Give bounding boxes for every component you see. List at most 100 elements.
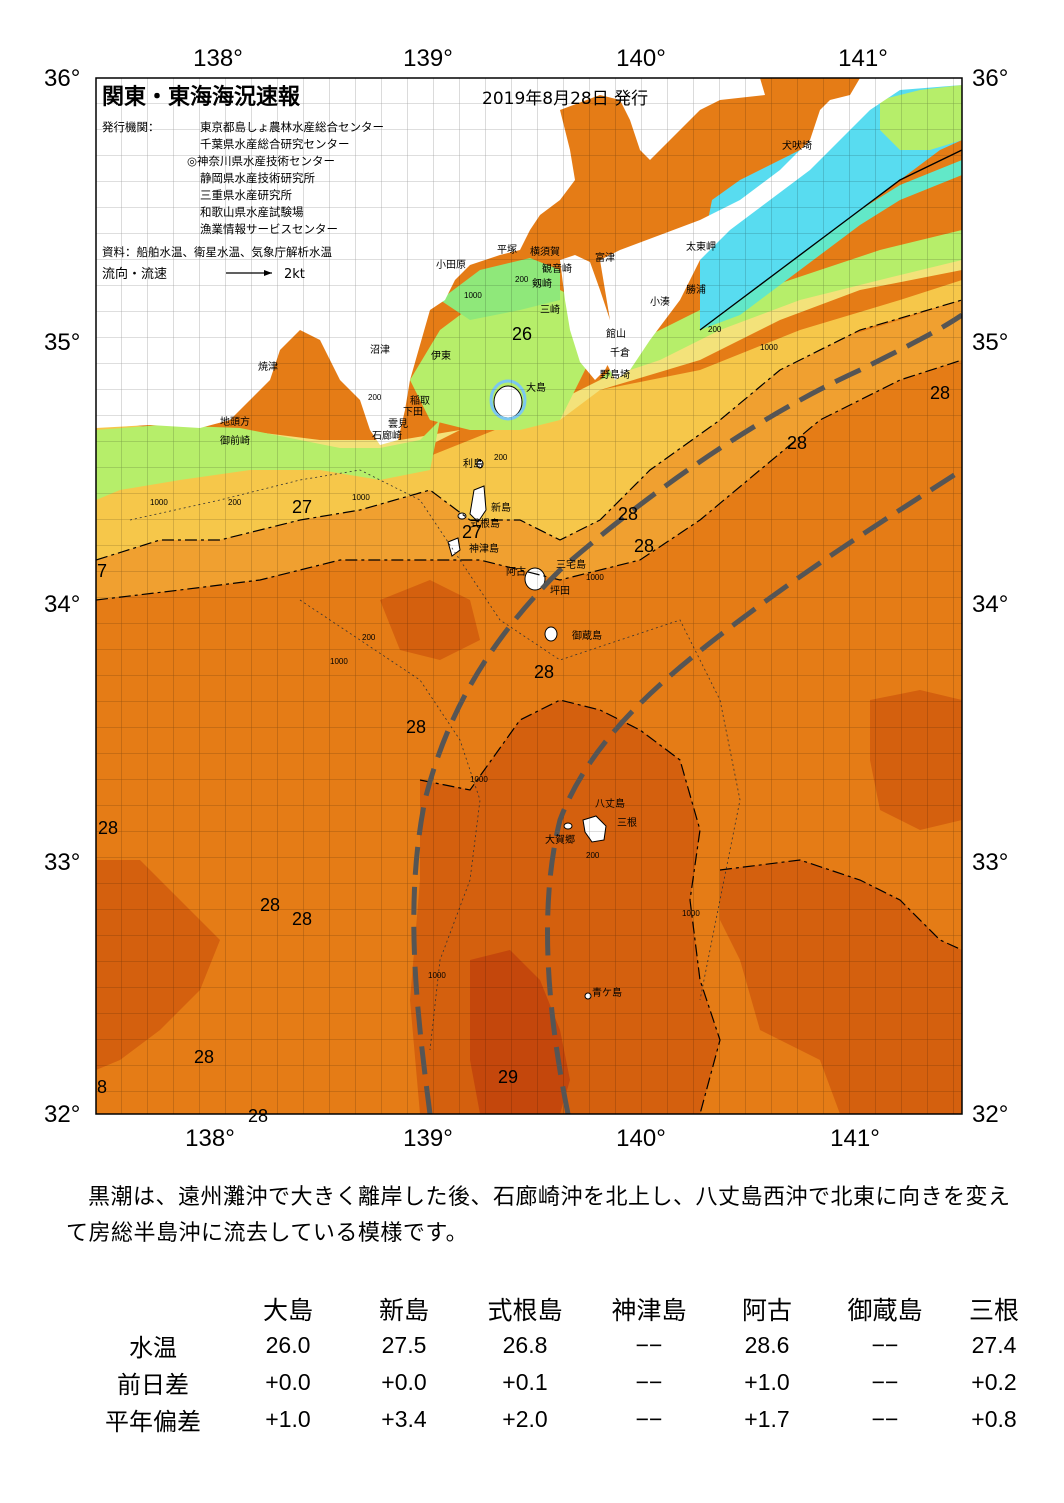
sea-surface — [96, 78, 962, 1114]
temp-label: 26 — [512, 324, 532, 344]
place-name: 三崎 — [540, 303, 560, 316]
lon-tick: 139° — [403, 45, 453, 72]
arrow-head-icon — [264, 270, 272, 276]
place-name: 三宅島 — [556, 558, 586, 571]
publisher: 静岡県水産技術研究所 — [200, 171, 315, 185]
place-name: 稲取 — [410, 395, 430, 407]
publisher: 東京都島しょ農林水産総合センター — [200, 120, 384, 134]
station-header: 三根 — [968, 1295, 1019, 1325]
station-header: 式根島 — [487, 1295, 563, 1325]
publisher: 和歌山県水産試験場 — [200, 205, 304, 219]
kuroshio-axis-inner — [411, 312, 962, 1114]
depth-label: 1000 — [682, 909, 700, 918]
depth-label: 1000 — [760, 343, 778, 352]
current-legend-scale: 2kt — [284, 267, 305, 282]
place-name: 大島 — [526, 381, 546, 394]
table-cell: +0.0 — [381, 1369, 427, 1395]
table-cell: +1.7 — [744, 1406, 790, 1432]
place-name: 地頭方 — [220, 415, 250, 428]
depth-label: 1000 — [428, 971, 446, 980]
table-cell: +0.2 — [971, 1369, 1017, 1395]
depth-label: 200 — [228, 498, 242, 507]
lat-tick: 32° — [44, 1101, 80, 1128]
table-cell: −− — [635, 1406, 663, 1432]
lon-tick: 141° — [838, 45, 888, 72]
temp-label: 28 — [248, 1106, 268, 1126]
place-name: 焼津 — [258, 361, 278, 373]
lon-tick: 140° — [616, 1125, 666, 1152]
publisher: 三重県水産研究所 — [200, 188, 292, 202]
lon-ticks-bottom: 138° 139° 140° 141° — [185, 1125, 880, 1152]
kuroshio-axis-outer — [545, 467, 962, 1114]
place-name: 御前崎 — [220, 434, 250, 447]
row-label: 水温 — [129, 1334, 177, 1362]
station-header: 大島 — [262, 1295, 313, 1325]
temperature-labels: 26 27 27 28 28 28 28 28 28 28 28 28 28 2… — [97, 324, 950, 1126]
publisher: 漁業情報サービスセンター — [200, 222, 338, 236]
summary-text: 黒潮は、遠州灘沖で大きく離岸した後、石廊崎沖を北上し、八丈島西沖で北東に向きを変… — [66, 1185, 1011, 1246]
current-legend-label: 流向・流速 — [102, 266, 167, 282]
kuroshio-summary: 黒潮は、遠州灘沖で大きく離岸した後、石廊崎沖を北上し、八丈島西沖で北東に向きを変… — [66, 1180, 1026, 1252]
depth-labels: 200 1000 200 1000 200 1000 200 1000 200 … — [150, 275, 778, 980]
table-cell: +1.0 — [265, 1406, 311, 1432]
table-cell: −− — [635, 1332, 663, 1358]
lon-tick: 138° — [193, 45, 243, 72]
temp-label: 29 — [498, 1067, 518, 1087]
place-name: 利島 — [463, 457, 483, 470]
place-name: 平塚 — [497, 244, 517, 256]
depth-label: 1000 — [586, 573, 604, 582]
place-name: 下田 — [403, 407, 423, 418]
temp-label: 8 — [97, 1077, 107, 1097]
temp-label: 28 — [406, 717, 426, 737]
place-name: 神津島 — [469, 542, 499, 555]
place-name: 富津 — [595, 251, 615, 264]
temp-label: 28 — [260, 895, 280, 915]
observation-table: 大島 新島 式根島 神津島 阿古 御蔵島 三根 水温 26.0 27.5 26.… — [78, 1290, 1044, 1438]
row-label: 平年偏差 — [105, 1408, 201, 1436]
place-name: 横須賀 — [530, 245, 560, 258]
table-cell: 27.5 — [381, 1332, 427, 1358]
lat-tick: 33° — [44, 849, 80, 876]
table-cell: +3.4 — [381, 1406, 427, 1432]
depth-label: 1000 — [464, 291, 482, 300]
temp-label: 28 — [634, 536, 654, 556]
table-cell: +1.0 — [744, 1369, 790, 1395]
table-row: 水温 26.0 27.5 26.8 −− 28.6 −− 27.4 — [78, 1327, 1044, 1364]
table-cell: +2.0 — [502, 1406, 548, 1432]
temp-label: 28 — [292, 909, 312, 929]
temp-label: 27 — [292, 497, 312, 517]
station-header: 阿古 — [741, 1295, 792, 1325]
depth-label: 200 — [494, 453, 508, 462]
publisher: ◎神奈川県水産技術センター — [187, 154, 335, 168]
station-header: 神津島 — [611, 1295, 687, 1325]
depth-label: 200 — [368, 393, 382, 402]
place-name: 小湊 — [650, 295, 670, 308]
temp-label: 28 — [98, 818, 118, 838]
sea-temperature-map: 138° 139° 140° 141° 138° 139° 140° 141° … — [44, 45, 1008, 1152]
temp-label: 7 — [97, 561, 107, 581]
map-title: 関東・東海海況速報 — [102, 84, 301, 110]
corner-cell — [78, 1290, 228, 1327]
temp-label: 28 — [930, 383, 950, 403]
depth-label: 200 — [515, 275, 529, 284]
temp-label: 28 — [534, 662, 554, 682]
lat-tick: 36° — [972, 65, 1008, 92]
place-name: 観音崎 — [542, 262, 572, 275]
place-name: 館山 — [606, 327, 626, 340]
temp-label: 28 — [194, 1047, 214, 1067]
depth-label: 200 — [362, 633, 376, 642]
lat-tick: 35° — [44, 329, 80, 356]
lat-tick: 33° — [972, 849, 1008, 876]
place-name: 青ケ島 — [592, 986, 622, 999]
table-cell: −− — [871, 1332, 899, 1358]
lat-tick: 32° — [972, 1101, 1008, 1128]
table-cell: +0.1 — [502, 1369, 548, 1395]
place-name: 新島 — [491, 501, 511, 514]
lon-tick: 139° — [403, 1125, 453, 1152]
place-name: 伊東 — [431, 349, 451, 362]
lat-tick: 35° — [972, 329, 1008, 356]
depth-label: 1000 — [330, 657, 348, 666]
place-name: 勝浦 — [686, 283, 706, 296]
place-name: 沼津 — [370, 343, 390, 356]
place-name: 三根 — [617, 816, 637, 829]
